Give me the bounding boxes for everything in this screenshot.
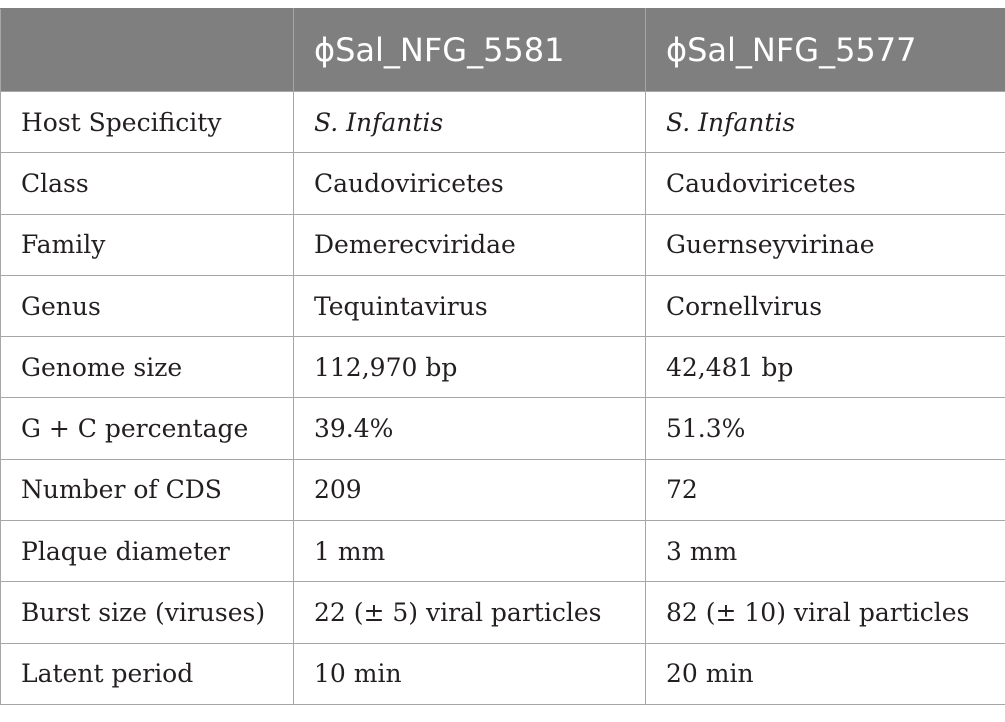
row-label-burst-size: Burst size (viruses) <box>0 581 294 644</box>
cell-value: 51.3% <box>645 397 1005 460</box>
table-row: G + C percentage 39.4% 51.3% <box>0 397 1005 460</box>
row-label-host-specificity: Host Specificity <box>0 90 294 154</box>
row-label-genus: Genus <box>0 274 294 338</box>
row-label-gc-percentage: G + C percentage <box>0 397 294 460</box>
header-cell-phage-5581: ϕSal_NFG_5581 <box>293 8 646 92</box>
header-cell-empty <box>0 8 294 92</box>
cell-value: S. Infantis <box>645 90 1005 154</box>
cell-value: 72 <box>645 458 1005 522</box>
cell-value: 1 mm <box>293 520 646 583</box>
cell-value: 82 (± 10) viral particles <box>645 581 1005 644</box>
table-row: Genome size 112,970 bp 42,481 bp <box>0 336 1005 399</box>
cell-value: Caudoviricetes <box>645 152 1005 215</box>
cell-value: 39.4% <box>293 397 646 460</box>
row-label-plaque-diameter: Plaque diameter <box>0 520 294 583</box>
cell-value: S. Infantis <box>293 90 646 154</box>
table-row: Plaque diameter 1 mm 3 mm <box>0 520 1005 583</box>
table-header: ϕSal_NFG_5581 ϕSal_NFG_5577 <box>0 8 1005 92</box>
row-label-number-of-cds: Number of CDS <box>0 458 294 522</box>
table-row: Burst size (viruses) 22 (± 5) viral part… <box>0 581 1005 644</box>
cell-value: 20 min <box>645 642 1005 705</box>
row-label-family: Family <box>0 213 294 276</box>
cell-value: Guernseyvirinae <box>645 213 1005 276</box>
table-row: Family Demerecviridae Guernseyvirinae <box>0 213 1005 276</box>
table-row: Class Caudoviricetes Caudoviricetes <box>0 152 1005 215</box>
row-label-genome-size: Genome size <box>0 336 294 399</box>
table-body: Host Specificity S. Infantis S. Infantis… <box>0 90 1005 705</box>
cell-value: Tequintavirus <box>293 274 646 338</box>
row-label-class: Class <box>0 152 294 215</box>
row-label-latent-period: Latent period <box>0 642 294 705</box>
phage-characteristics-table-container: ϕSal_NFG_5581 ϕSal_NFG_5577 Host Specifi… <box>0 8 1005 705</box>
header-row: ϕSal_NFG_5581 ϕSal_NFG_5577 <box>0 8 1005 92</box>
table-row: Genus Tequintavirus Cornellvirus <box>0 274 1005 338</box>
cell-value: 3 mm <box>645 520 1005 583</box>
cell-value: 22 (± 5) viral particles <box>293 581 646 644</box>
table-row: Latent period 10 min 20 min <box>0 642 1005 705</box>
cell-value: Caudoviricetes <box>293 152 646 215</box>
phage-characteristics-table: ϕSal_NFG_5581 ϕSal_NFG_5577 Host Specifi… <box>0 8 1005 705</box>
cell-value: 10 min <box>293 642 646 705</box>
cell-value: 42,481 bp <box>645 336 1005 399</box>
table-row: Host Specificity S. Infantis S. Infantis <box>0 90 1005 154</box>
cell-value: Cornellvirus <box>645 274 1005 338</box>
table-row: Number of CDS 209 72 <box>0 458 1005 522</box>
cell-value: 209 <box>293 458 646 522</box>
cell-value: 112,970 bp <box>293 336 646 399</box>
cell-value: Demerecviridae <box>293 213 646 276</box>
header-cell-phage-5577: ϕSal_NFG_5577 <box>645 8 1005 92</box>
